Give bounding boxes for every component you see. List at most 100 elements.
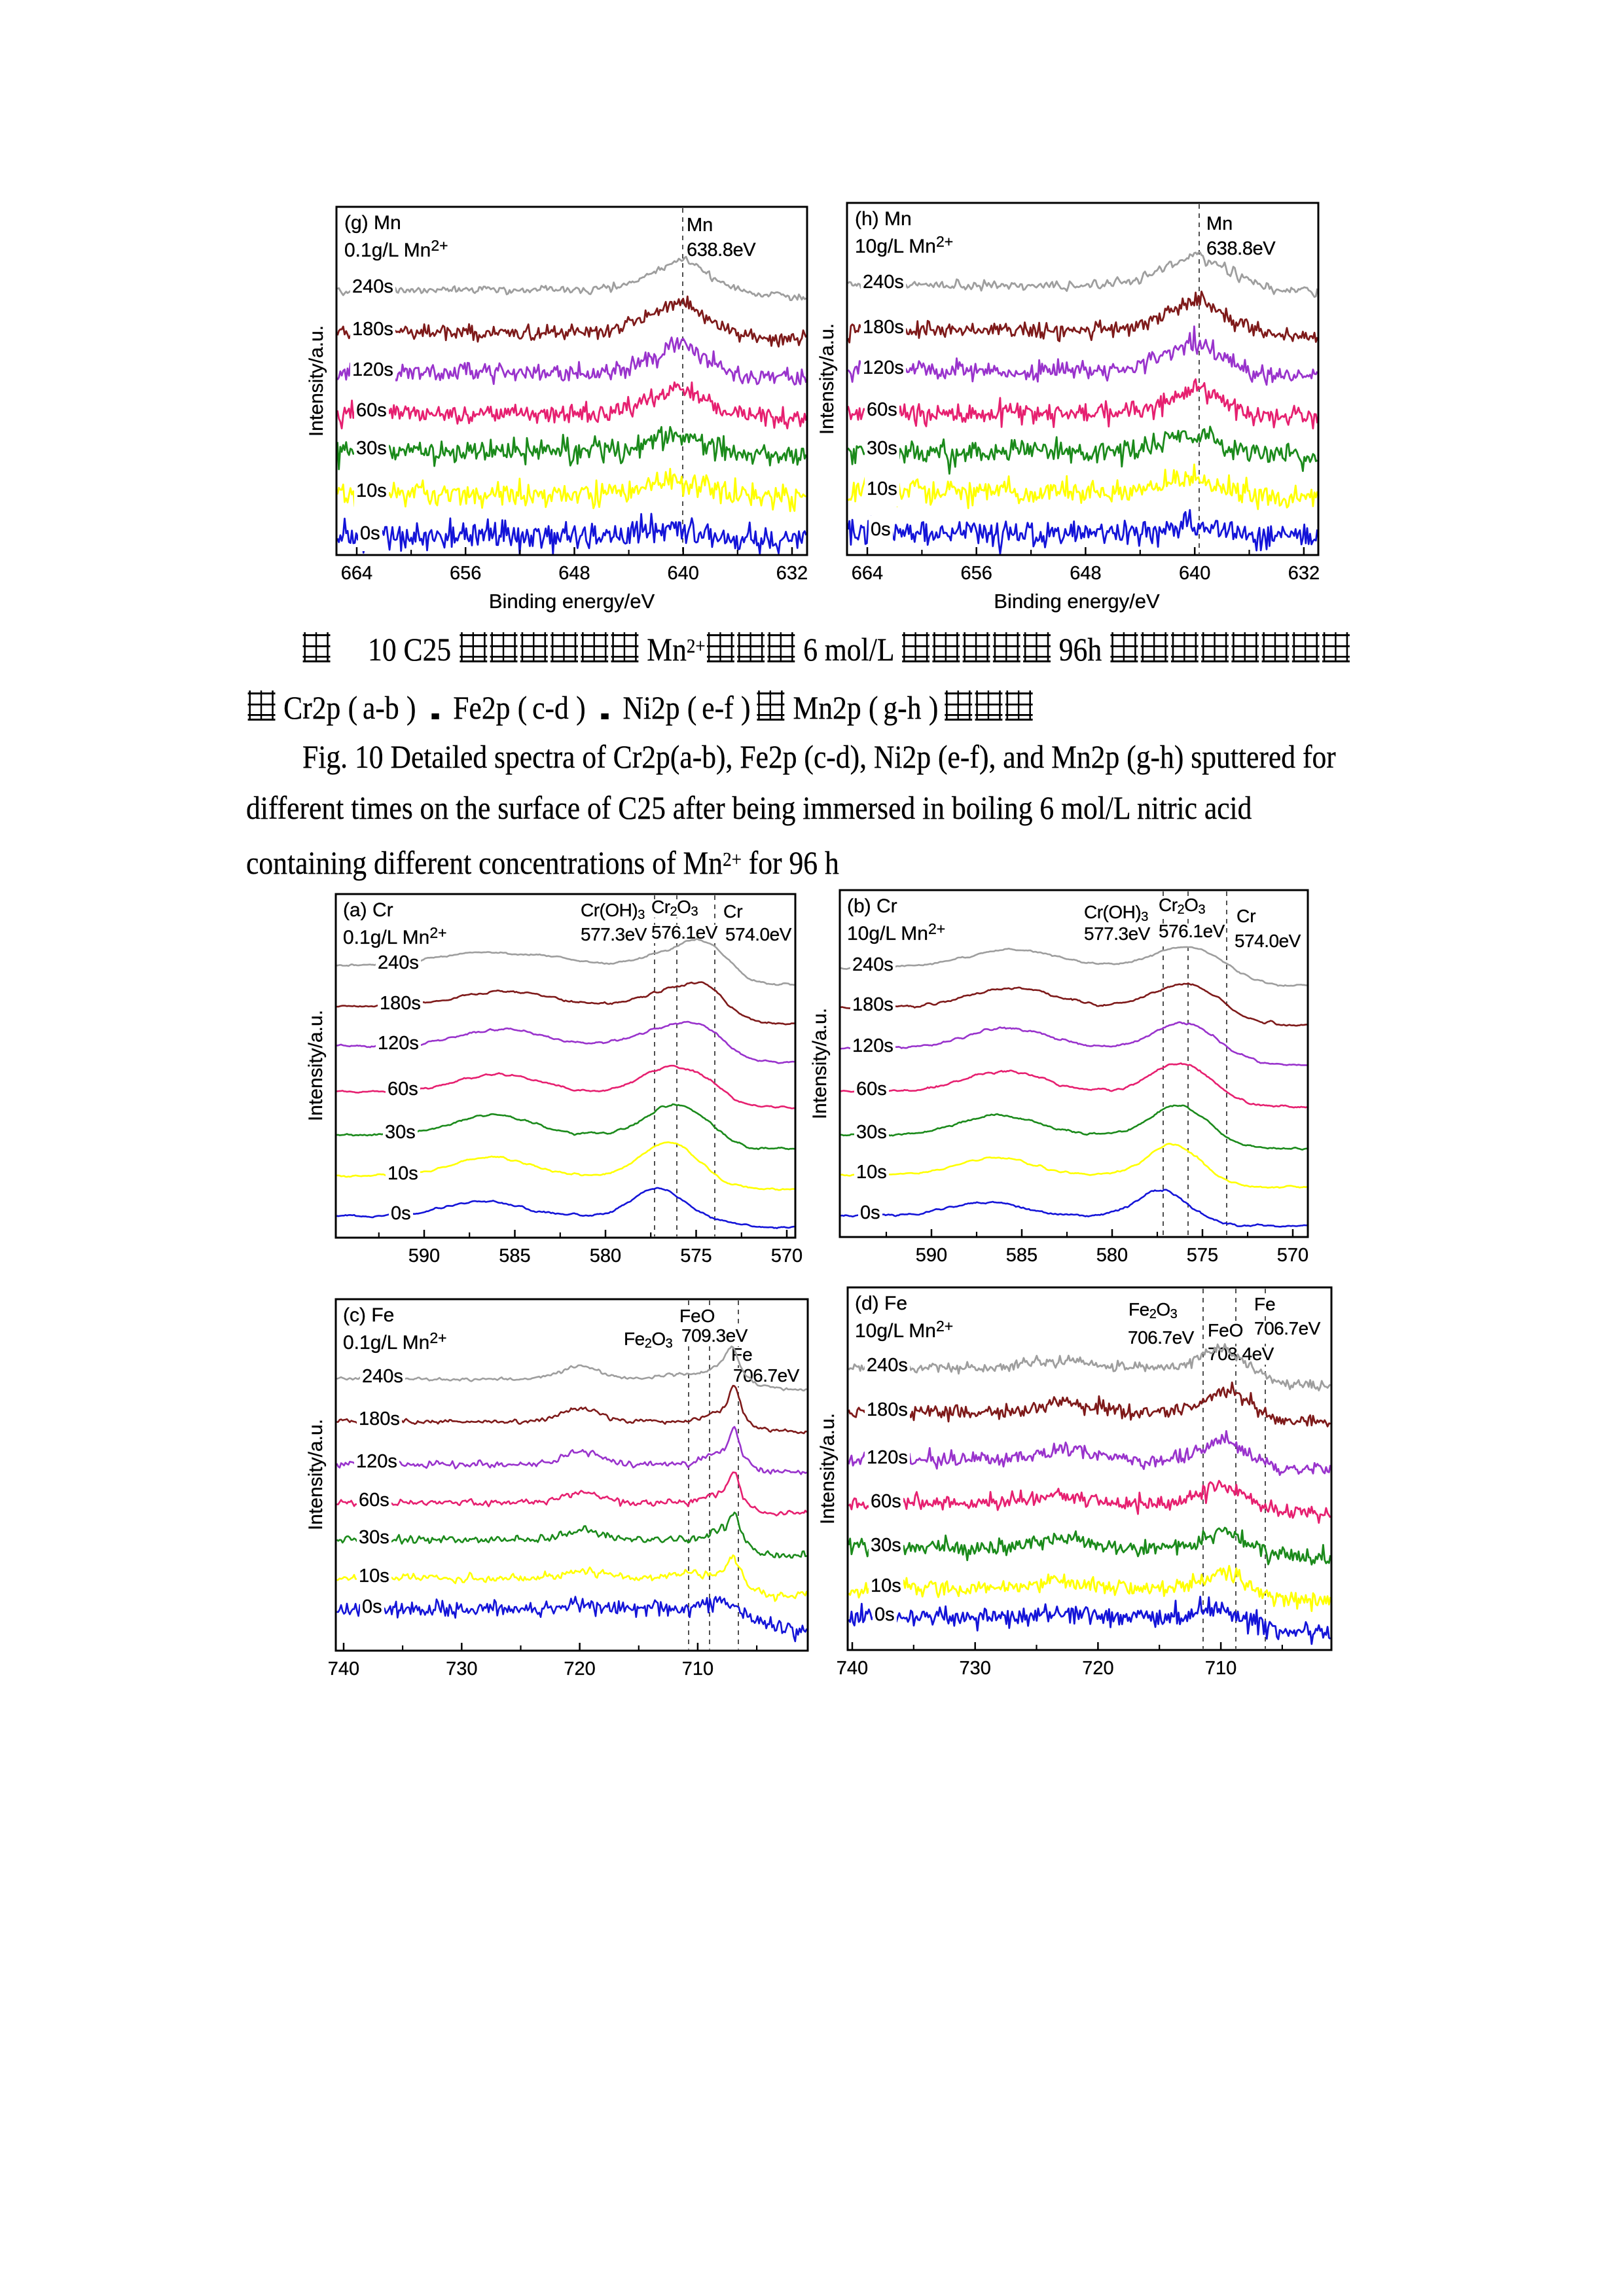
svg-text:577.3eV: 577.3eV (581, 924, 647, 944)
svg-text:10g/L Mn2+: 10g/L Mn2+ (847, 920, 945, 944)
svg-text:10g/L Mn2+: 10g/L Mn2+ (855, 1318, 953, 1342)
svg-text:Intensity/a.u.: Intensity/a.u. (305, 1419, 327, 1530)
svg-text:580: 580 (590, 1246, 621, 1266)
svg-text:576.1eV: 576.1eV (1159, 921, 1225, 941)
svg-text:0s: 0s (362, 1596, 382, 1617)
svg-text:180s: 180s (359, 1408, 400, 1429)
svg-text:580: 580 (1096, 1245, 1128, 1266)
svg-text:10s: 10s (388, 1163, 418, 1184)
svg-text:0s: 0s (391, 1203, 411, 1224)
svg-text:180s: 180s (867, 1399, 908, 1420)
svg-text:60s: 60s (871, 1491, 901, 1512)
svg-text:Cr: Cr (1236, 906, 1256, 926)
svg-text:Cr(OH)3: Cr(OH)3 (1084, 902, 1148, 924)
svg-text:Cr(OH)3: Cr(OH)3 (581, 900, 645, 922)
svg-text:(b) Cr: (b) Cr (847, 895, 897, 917)
svg-text:30s: 30s (871, 1535, 901, 1556)
svg-text:0s: 0s (871, 519, 891, 540)
svg-text:632: 632 (1288, 563, 1320, 584)
svg-text:640: 640 (668, 563, 699, 584)
svg-text:FeO: FeO (1208, 1320, 1243, 1340)
svg-text:585: 585 (499, 1246, 530, 1266)
svg-text:656: 656 (961, 563, 992, 584)
svg-text:180s: 180s (852, 994, 893, 1015)
svg-text:240s: 240s (352, 276, 393, 297)
svg-text:0.1g/L Mn2+: 0.1g/L Mn2+ (343, 1329, 447, 1354)
svg-text:709.3eV: 709.3eV (681, 1325, 748, 1346)
svg-text:Intensity/a.u.: Intensity/a.u. (809, 1008, 831, 1119)
svg-text:10s: 10s (356, 480, 387, 501)
svg-text:(g) Mn: (g) Mn (344, 212, 401, 234)
svg-text:638.8eV: 638.8eV (687, 240, 756, 260)
svg-text:Intensity/a.u.: Intensity/a.u. (306, 325, 327, 437)
svg-text:Intensity/a.u.: Intensity/a.u. (817, 1413, 839, 1524)
svg-text:FeO: FeO (679, 1306, 715, 1326)
svg-text:Fe: Fe (731, 1344, 753, 1365)
svg-text:Binding energy/eV: Binding energy/eV (994, 590, 1160, 613)
svg-text:575: 575 (1187, 1245, 1218, 1266)
svg-text:0s: 0s (360, 523, 380, 544)
svg-text:10s: 10s (359, 1566, 389, 1587)
svg-text:585: 585 (1006, 1245, 1038, 1266)
svg-text:710: 710 (682, 1659, 713, 1679)
svg-text:60s: 60s (359, 1490, 389, 1511)
svg-text:10g/L Mn2+: 10g/L Mn2+ (855, 233, 953, 257)
svg-text:60s: 60s (356, 400, 387, 421)
svg-text:Fe: Fe (1254, 1294, 1276, 1314)
svg-text:120s: 120s (352, 359, 393, 380)
svg-text:570: 570 (1277, 1245, 1308, 1266)
svg-text:0.1g/L Mn2+: 0.1g/L Mn2+ (343, 924, 447, 948)
svg-text:570: 570 (771, 1246, 803, 1266)
svg-text:60s: 60s (388, 1079, 418, 1100)
svg-text:120s: 120s (378, 1033, 419, 1054)
svg-text:120s: 120s (867, 1447, 908, 1468)
svg-text:720: 720 (564, 1659, 595, 1679)
svg-text:664: 664 (852, 563, 883, 584)
svg-text:0.1g/L Mn2+: 0.1g/L Mn2+ (344, 237, 448, 261)
svg-text:574.0eV: 574.0eV (725, 924, 792, 944)
svg-text:Cr: Cr (723, 901, 743, 922)
svg-text:10s: 10s (871, 1575, 901, 1596)
svg-text:Fe2O3: Fe2O3 (1128, 1299, 1178, 1321)
svg-text:710: 710 (1205, 1658, 1236, 1679)
svg-text:656: 656 (450, 563, 481, 584)
svg-text:Binding energy/eV: Binding energy/eV (489, 590, 655, 613)
svg-text:30s: 30s (359, 1527, 389, 1548)
svg-text:(h) Mn: (h) Mn (855, 208, 912, 230)
svg-text:30s: 30s (385, 1122, 416, 1143)
svg-text:664: 664 (341, 563, 372, 584)
svg-text:Intensity/a.u.: Intensity/a.u. (816, 323, 838, 435)
svg-text:60s: 60s (867, 399, 897, 420)
svg-text:577.3eV: 577.3eV (1084, 924, 1151, 944)
svg-text:574.0eV: 574.0eV (1235, 931, 1301, 951)
svg-text:240s: 240s (867, 1355, 908, 1376)
svg-text:180s: 180s (380, 993, 421, 1014)
svg-text:240s: 240s (378, 952, 419, 973)
svg-text:590: 590 (916, 1245, 947, 1266)
svg-text:(c) Fe: (c) Fe (343, 1304, 394, 1326)
svg-text:640: 640 (1179, 563, 1210, 584)
svg-text:730: 730 (960, 1658, 991, 1679)
svg-text:Mn: Mn (687, 215, 713, 236)
svg-text:Intensity/a.u.: Intensity/a.u. (305, 1010, 327, 1121)
svg-text:0s: 0s (860, 1202, 880, 1223)
svg-text:120s: 120s (356, 1451, 397, 1472)
svg-text:720: 720 (1082, 1658, 1113, 1679)
svg-text:730: 730 (446, 1659, 477, 1679)
svg-text:240s: 240s (863, 272, 904, 293)
svg-text:0s: 0s (875, 1604, 895, 1625)
svg-text:Cr2O3: Cr2O3 (651, 897, 698, 919)
svg-text:740: 740 (837, 1658, 868, 1679)
svg-text:648: 648 (558, 563, 590, 584)
svg-text:590: 590 (408, 1246, 440, 1266)
svg-text:648: 648 (1070, 563, 1101, 584)
svg-text:Cr2O3: Cr2O3 (1159, 895, 1205, 917)
svg-text:30s: 30s (356, 438, 387, 459)
svg-text:120s: 120s (852, 1035, 893, 1056)
svg-text:Fe2O3: Fe2O3 (624, 1329, 673, 1351)
svg-text:(a) Cr: (a) Cr (343, 899, 393, 921)
svg-text:638.8eV: 638.8eV (1206, 238, 1276, 259)
svg-text:10s: 10s (867, 478, 897, 499)
svg-text:706.7eV: 706.7eV (1254, 1318, 1321, 1338)
svg-text:Mn: Mn (1206, 213, 1233, 234)
